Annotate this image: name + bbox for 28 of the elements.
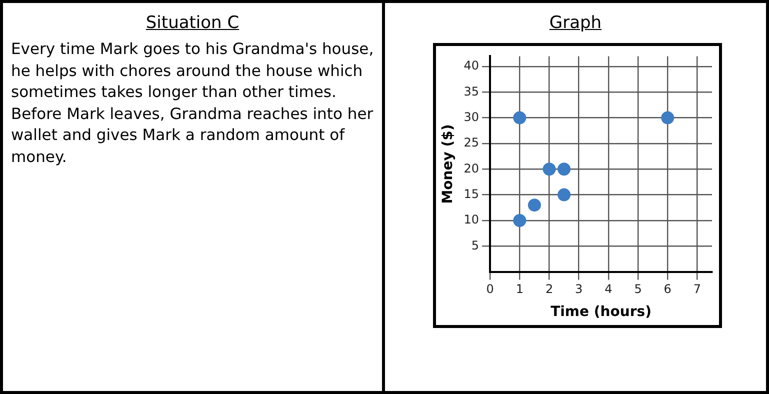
y-tick-label: 10: [464, 212, 480, 227]
text: Every time Mark goes to his Grandma's house, he helps with chores around the house which sometimes takes longer than other times. Before Mark leaves, Grandma reaches into her wallet and gives Mark a random amount of money.: [10, 39, 375, 168]
x-axis-title: Time (hours): [550, 304, 652, 320]
point: [513, 214, 526, 227]
x-tick-label: 2: [545, 282, 554, 296]
text: Situation C: [146, 13, 240, 33]
x-tick-label: 0: [486, 282, 494, 296]
point: [661, 111, 674, 124]
point: [542, 162, 556, 176]
point: [528, 198, 541, 212]
y-axis-title: Money ($): [440, 124, 456, 204]
x-tick-label: 5: [634, 282, 642, 296]
x-tick-label: 4: [604, 282, 612, 296]
x-tick-label: 7: [693, 282, 702, 296]
y-tick-label: 25: [464, 136, 480, 150]
y-tick-label: 15: [464, 186, 480, 201]
x-tick-label: 6: [664, 282, 672, 296]
y-tick-label: 35: [464, 84, 480, 98]
point: [558, 162, 571, 176]
x-tick-label: 1: [516, 282, 524, 296]
y-tick-label: 20: [464, 161, 480, 176]
chart-title: Graph: [549, 13, 602, 33]
point: [513, 111, 526, 124]
y-tick-label: 5: [471, 238, 480, 252]
y-tick-label: 30: [464, 110, 480, 124]
x-tick-label: 3: [575, 282, 583, 296]
point: [558, 188, 571, 202]
y-tick-label: 40: [464, 58, 480, 73]
